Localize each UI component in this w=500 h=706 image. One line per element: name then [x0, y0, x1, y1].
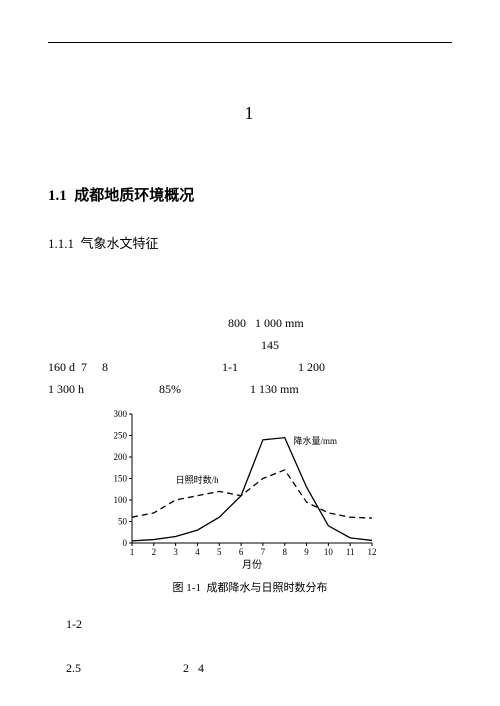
svg-text:日照时数/h: 日照时数/h [176, 474, 220, 485]
svg-text:9: 9 [304, 547, 309, 557]
svg-text:11: 11 [346, 547, 355, 557]
svg-text:7: 7 [261, 547, 266, 557]
svg-text:降水量/mm: 降水量/mm [293, 435, 337, 446]
svg-text:0: 0 [123, 538, 128, 548]
body-fragments-2: 1-2 2.5 2 4 [48, 613, 452, 679]
svg-text:150: 150 [114, 474, 128, 484]
chart-svg: 050100150200250300123456789101112月份降水量/m… [100, 406, 380, 571]
subsection-title: 气象水文特征 [81, 236, 159, 251]
svg-text:2: 2 [152, 547, 157, 557]
chart: 050100150200250300123456789101112月份降水量/m… [100, 406, 400, 595]
top-rule [48, 42, 452, 43]
section-number: 1.1 [48, 188, 67, 204]
svg-text:300: 300 [114, 409, 128, 419]
svg-text:5: 5 [217, 547, 222, 557]
svg-text:100: 100 [114, 495, 128, 505]
body-fragments: 800 1 000 mm 145 160 d 7 8 1-1 1 200 1 3… [48, 312, 452, 400]
svg-text:250: 250 [114, 431, 128, 441]
svg-text:10: 10 [324, 547, 334, 557]
section-heading: 1.1 成都地质环境概况 [48, 184, 452, 205]
svg-text:6: 6 [239, 547, 244, 557]
svg-text:50: 50 [118, 517, 128, 527]
svg-text:8: 8 [282, 547, 287, 557]
svg-text:200: 200 [114, 452, 128, 462]
subsection-number: 1.1.1 [48, 236, 74, 251]
svg-text:3: 3 [173, 547, 178, 557]
caption-text: 成都降水与日照时数分布 [206, 582, 327, 594]
chapter-number: 1 [48, 103, 452, 124]
svg-text:1: 1 [130, 547, 135, 557]
caption-prefix: 图 1-1 [173, 582, 201, 594]
svg-text:4: 4 [195, 547, 200, 557]
chart-caption: 图 1-1 成都降水与日照时数分布 [100, 579, 400, 595]
svg-text:12: 12 [368, 547, 377, 557]
page: 1 1.1 成都地质环境概况 1.1.1 气象水文特征 800 1 000 mm [0, 0, 500, 706]
subsection-heading: 1.1.1 气象水文特征 [48, 233, 452, 252]
svg-text:月份: 月份 [242, 559, 262, 571]
section-title: 成都地质环境概况 [74, 188, 194, 204]
